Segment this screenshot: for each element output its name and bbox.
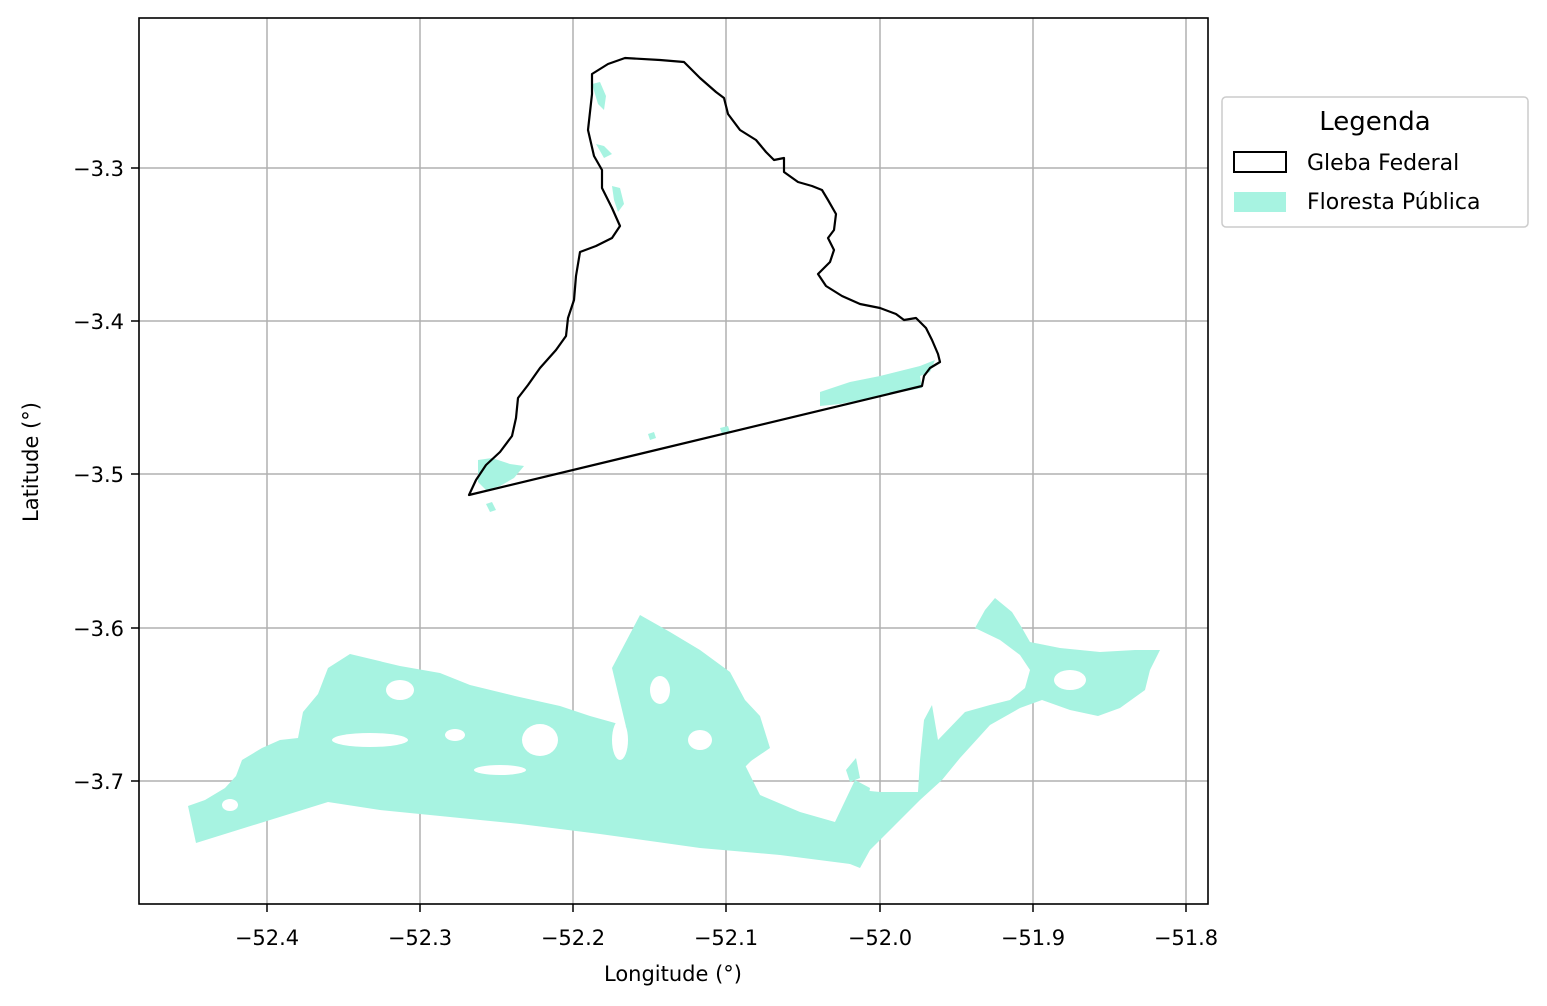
legend-label-floresta: Floresta Pública bbox=[1307, 190, 1480, 215]
plot-area-frame bbox=[138, 17, 1209, 905]
x-tick-label: −52.0 bbox=[848, 926, 912, 950]
floresta-patch-north-2 bbox=[612, 186, 624, 212]
floresta-patch-north-3 bbox=[596, 144, 612, 158]
floresta-area-south-east bbox=[835, 598, 1160, 868]
floresta-area-south-west bbox=[188, 654, 870, 865]
y-tick-label: −3.7 bbox=[73, 770, 124, 794]
forest-gap bbox=[445, 729, 465, 741]
floresta-fleck-2 bbox=[648, 432, 656, 440]
legend-label-gleba: Gleba Federal bbox=[1307, 151, 1459, 176]
y-tick-marks bbox=[131, 167, 139, 782]
legend: Legenda Gleba Federal Floresta Pública bbox=[1221, 96, 1529, 228]
forest-gap bbox=[386, 680, 414, 700]
x-tick-labels: −52.4 −52.3 −52.2 −52.1 −52.0 −51.9 −51.… bbox=[235, 926, 1218, 950]
y-tick-label: −3.5 bbox=[73, 463, 124, 487]
forest-gap bbox=[1054, 670, 1086, 690]
forest-gaps bbox=[222, 670, 1086, 811]
forest-gap bbox=[688, 730, 712, 750]
x-tick-label: −52.4 bbox=[235, 926, 299, 950]
forest-gap bbox=[332, 733, 408, 747]
legend-title: Legenda bbox=[1319, 107, 1430, 137]
x-axis-label: Longitude (°) bbox=[604, 962, 742, 986]
floresta-strip-west bbox=[478, 458, 524, 490]
x-tick-label: −52.3 bbox=[388, 926, 452, 950]
legend-frame bbox=[1221, 96, 1529, 228]
x-tick-marks bbox=[266, 904, 1187, 912]
y-tick-label: −3.6 bbox=[73, 617, 124, 641]
floresta-area-south-center bbox=[612, 615, 770, 800]
forest-gap bbox=[522, 724, 558, 756]
x-tick-label: −51.9 bbox=[1001, 926, 1065, 950]
forest-gap bbox=[474, 765, 526, 775]
x-tick-label: −52.1 bbox=[694, 926, 758, 950]
legend-swatch-floresta bbox=[1234, 192, 1286, 212]
floresta-fleck-3 bbox=[486, 502, 496, 512]
floresta-patch-north-1 bbox=[592, 82, 606, 110]
floresta-publica-layer bbox=[188, 82, 1160, 868]
floresta-fleck-4 bbox=[846, 758, 860, 782]
forest-gap bbox=[612, 720, 628, 760]
x-tick-label: −51.8 bbox=[1154, 926, 1218, 950]
floresta-strip-east bbox=[820, 360, 935, 406]
legend-swatch-gleba bbox=[1233, 151, 1287, 173]
x-tick-label: −52.2 bbox=[541, 926, 605, 950]
y-axis-label: Latitude (°) bbox=[19, 402, 43, 522]
y-tick-labels: −3.3 −3.4 −3.5 −3.6 −3.7 bbox=[73, 157, 124, 794]
y-tick-label: −3.3 bbox=[73, 157, 124, 181]
forest-gap bbox=[650, 676, 670, 704]
forest-gap bbox=[222, 799, 238, 811]
gleba-federal-outline bbox=[467, 56, 942, 497]
y-tick-label: −3.4 bbox=[73, 310, 124, 334]
